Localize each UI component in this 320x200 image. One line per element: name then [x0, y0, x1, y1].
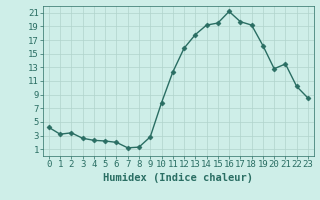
- X-axis label: Humidex (Indice chaleur): Humidex (Indice chaleur): [103, 173, 253, 183]
